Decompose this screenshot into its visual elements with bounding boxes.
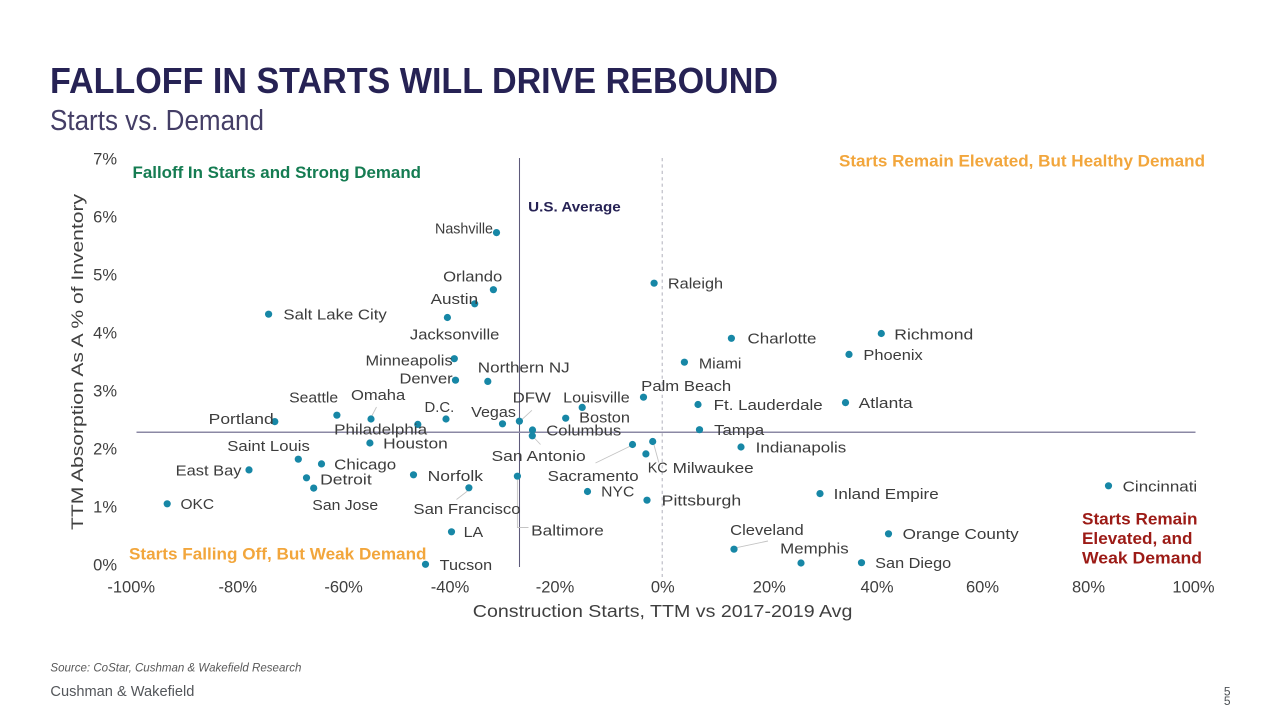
svg-text:Weak Demand: Weak Demand xyxy=(1082,548,1202,567)
svg-text:San Jose: San Jose xyxy=(312,497,378,514)
svg-text:Orange County: Orange County xyxy=(903,526,1020,543)
svg-text:Detroit: Detroit xyxy=(320,472,373,489)
svg-text:Nashville: Nashville xyxy=(435,221,493,238)
svg-text:Starts Remain: Starts Remain xyxy=(1082,509,1198,528)
svg-text:Inland Empire: Inland Empire xyxy=(834,486,939,503)
svg-text:KC: KC xyxy=(648,459,668,476)
svg-text:20%: 20% xyxy=(753,579,786,597)
svg-text:Saint Louis: Saint Louis xyxy=(227,438,309,455)
svg-text:Charlotte: Charlotte xyxy=(748,330,817,347)
svg-text:Portland: Portland xyxy=(209,411,274,428)
svg-text:-40%: -40% xyxy=(431,579,470,597)
svg-text:40%: 40% xyxy=(860,579,893,597)
svg-text:Chicago: Chicago xyxy=(334,457,396,474)
svg-text:6%: 6% xyxy=(93,208,117,226)
svg-text:Baltimore: Baltimore xyxy=(531,523,604,540)
svg-text:-80%: -80% xyxy=(219,579,258,597)
svg-text:80%: 80% xyxy=(1072,579,1105,597)
svg-text:TTM Absorption As A % of Inven: TTM Absorption As A % of Inventory xyxy=(68,193,87,530)
svg-text:Elevated, and: Elevated, and xyxy=(1082,529,1193,548)
svg-text:5: 5 xyxy=(1224,685,1231,699)
svg-text:Denver: Denver xyxy=(400,371,453,388)
svg-text:Minneapolis: Minneapolis xyxy=(366,353,453,370)
svg-text:7%: 7% xyxy=(93,150,117,168)
svg-text:Phoenix: Phoenix xyxy=(863,347,923,364)
svg-text:Raleigh: Raleigh xyxy=(668,276,723,293)
svg-text:Omaha: Omaha xyxy=(351,387,406,404)
svg-text:OKC: OKC xyxy=(181,496,215,513)
svg-text:Milwaukee: Milwaukee xyxy=(673,460,754,477)
svg-text:Columbus: Columbus xyxy=(546,422,621,439)
svg-text:Louisville: Louisville xyxy=(563,390,630,407)
svg-text:3%: 3% xyxy=(93,382,117,400)
svg-text:4%: 4% xyxy=(93,324,117,342)
svg-text:Boston: Boston xyxy=(579,410,630,427)
svg-text:Miami: Miami xyxy=(699,356,742,373)
svg-text:Richmond: Richmond xyxy=(894,327,973,344)
svg-text:Cushman & Wakefield: Cushman & Wakefield xyxy=(50,684,194,700)
svg-text:D.C.: D.C. xyxy=(425,399,455,416)
svg-text:Northern NJ: Northern NJ xyxy=(478,359,570,376)
svg-text:Atlanta: Atlanta xyxy=(859,395,914,412)
svg-text:Austin: Austin xyxy=(431,291,479,308)
svg-text:Source: CoStar, Cushman & Wake: Source: CoStar, Cushman & Wakefield Rese… xyxy=(50,660,301,674)
svg-text:Vegas: Vegas xyxy=(471,404,516,421)
svg-text:Starts Falling Off, But Weak D: Starts Falling Off, But Weak Demand xyxy=(129,545,427,564)
svg-text:Falloff In Starts and Strong D: Falloff In Starts and Strong Demand xyxy=(133,163,422,182)
svg-text:Pittsburgh: Pittsburgh xyxy=(662,493,742,510)
svg-text:LA: LA xyxy=(464,524,484,541)
svg-text:2%: 2% xyxy=(93,440,117,458)
svg-text:Philadelphia: Philadelphia xyxy=(334,422,428,439)
svg-text:100%: 100% xyxy=(1172,579,1215,597)
svg-text:Cleveland: Cleveland xyxy=(730,522,804,539)
svg-text:Palm Beach: Palm Beach xyxy=(641,378,731,395)
svg-text:Seattle: Seattle xyxy=(289,390,338,407)
svg-text:0%: 0% xyxy=(93,556,117,574)
svg-text:San Francisco: San Francisco xyxy=(413,501,520,518)
svg-text:FALLOFF IN STARTS WILL DRIVE R: FALLOFF IN STARTS WILL DRIVE REBOUND xyxy=(50,60,778,101)
svg-text:Indianapolis: Indianapolis xyxy=(756,440,847,457)
svg-text:Houston: Houston xyxy=(383,436,448,453)
svg-text:DFW: DFW xyxy=(513,389,552,406)
svg-text:-60%: -60% xyxy=(324,579,363,597)
svg-text:Norfolk: Norfolk xyxy=(428,468,484,485)
svg-text:-20%: -20% xyxy=(536,579,575,597)
svg-text:Salt Lake City: Salt Lake City xyxy=(283,306,387,323)
svg-text:Ft. Lauderdale: Ft. Lauderdale xyxy=(714,397,823,414)
svg-text:Starts Remain Elevated, But He: Starts Remain Elevated, But Healthy Dema… xyxy=(839,152,1205,171)
svg-text:1%: 1% xyxy=(93,498,117,516)
svg-text:Starts vs. Demand: Starts vs. Demand xyxy=(50,105,264,137)
svg-text:San Diego: San Diego xyxy=(875,555,951,572)
svg-text:San Antonio: San Antonio xyxy=(492,448,586,465)
svg-text:Sacramento: Sacramento xyxy=(548,468,639,485)
svg-text:0%: 0% xyxy=(651,579,675,597)
svg-text:NYC: NYC xyxy=(601,483,634,500)
svg-text:Memphis: Memphis xyxy=(780,541,849,558)
svg-text:60%: 60% xyxy=(966,579,999,597)
svg-text:East Bay: East Bay xyxy=(176,462,242,479)
svg-text:Tampa: Tampa xyxy=(714,422,765,439)
svg-text:-100%: -100% xyxy=(107,579,155,597)
svg-text:Jacksonville: Jacksonville xyxy=(410,327,500,344)
svg-text:Orlando: Orlando xyxy=(443,269,502,286)
svg-text:5%: 5% xyxy=(93,266,117,284)
svg-text:Cincinnati: Cincinnati xyxy=(1123,479,1198,496)
svg-text:Tucson: Tucson xyxy=(440,557,493,574)
svg-text:Construction Starts, TTM vs 20: Construction Starts, TTM vs 2017-2019 Av… xyxy=(473,601,853,621)
svg-text:5: 5 xyxy=(1224,694,1231,708)
svg-text:U.S. Average: U.S. Average xyxy=(528,199,621,214)
